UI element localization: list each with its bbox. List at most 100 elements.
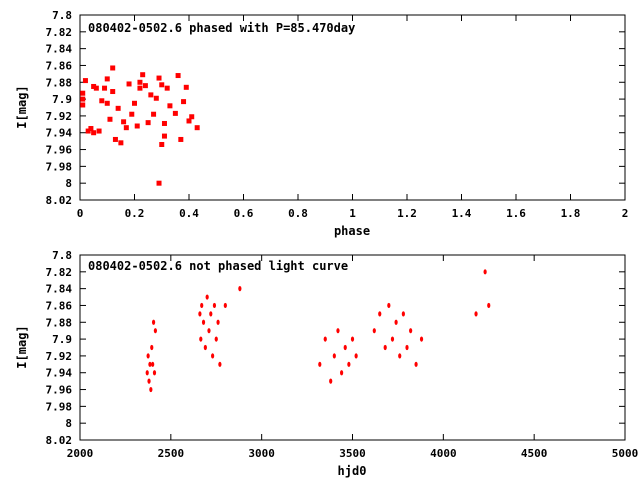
unphased-data-point	[414, 361, 418, 367]
unphased-data-point	[205, 294, 209, 300]
unphased-data-point	[218, 361, 222, 367]
phased-data-points	[80, 65, 200, 186]
unphased-y-tick-label: 7.84	[46, 283, 73, 296]
unphased-data-point	[323, 336, 327, 342]
phased-data-point	[159, 82, 165, 88]
phased-x-axis-label: phase	[334, 224, 370, 238]
unphased-data-point	[200, 302, 204, 309]
phased-data-point	[172, 110, 178, 116]
unphased-data-point	[211, 353, 215, 359]
phased-y-tick-label: 7.86	[46, 59, 73, 72]
phased-data-point	[82, 78, 88, 84]
phased-axis-ticks: 0 0.2 0.4 0.6 0.8 1 1.2 1.4 1.6 1.8 2 7.8 7.82 7.84 7.…	[46, 9, 629, 220]
phased-data-point	[129, 111, 135, 117]
phased-y-tick-label: 7.94	[46, 127, 73, 140]
unphased-light-curve-panel: 2000 2500 3000 3500 4000 4500 5000 7.8 7.82 7.84 7…	[15, 249, 638, 478]
phased-y-tick-label: 7.8	[52, 9, 72, 22]
unphased-data-point	[483, 269, 487, 275]
unphased-data-point	[145, 370, 149, 376]
unphased-data-point	[214, 336, 218, 342]
phased-data-point	[194, 125, 200, 131]
unphased-x-tick-label: 5000	[612, 447, 639, 460]
phased-y-tick-label: 8.02	[46, 194, 73, 207]
phased-data-point	[110, 65, 116, 71]
unphased-data-point	[487, 302, 491, 309]
unphased-data-point	[147, 378, 151, 384]
unphased-x-tick-label: 2500	[158, 447, 185, 460]
unphased-data-point	[474, 311, 478, 317]
phased-data-point	[80, 96, 86, 102]
unphased-axis-ticks: 2000 2500 3000 3500 4000 4500 5000 7.8 7.82 7.84 7…	[46, 249, 639, 460]
unphased-data-point	[387, 302, 391, 309]
unphased-data-point	[148, 361, 152, 367]
unphased-data-point	[150, 344, 154, 351]
phased-data-point	[126, 81, 132, 87]
phased-y-tick-label: 7.92	[46, 110, 73, 123]
phased-data-point	[110, 89, 116, 95]
phased-data-point	[112, 136, 118, 142]
unphased-data-point	[405, 344, 409, 351]
phased-x-tick-label: 1.4	[452, 207, 472, 220]
phased-data-point	[115, 105, 121, 111]
unphased-y-tick-label: 7.94	[46, 367, 73, 380]
unphased-data-point	[336, 328, 340, 334]
unphased-data-point	[409, 328, 413, 334]
phased-x-tick-label: 0.2	[125, 207, 145, 220]
unphased-data-point	[347, 361, 351, 367]
unphased-data-point	[419, 336, 424, 342]
unphased-y-tick-label: 7.9	[52, 333, 72, 346]
unphased-y-tick-label: 7.92	[46, 350, 73, 363]
phased-x-tick-label: 1.8	[561, 207, 581, 220]
phased-data-point	[186, 118, 192, 124]
phased-data-point	[104, 100, 110, 106]
phased-y-tick-label: 7.96	[46, 144, 73, 157]
phased-data-point	[167, 103, 173, 109]
unphased-y-tick-label: 7.8	[52, 249, 72, 262]
unphased-data-point	[398, 353, 402, 359]
phased-x-tick-label: 0	[77, 207, 84, 220]
unphased-data-point	[390, 336, 395, 342]
unphased-data-point	[207, 328, 211, 334]
phased-y-tick-label: 8	[65, 177, 72, 190]
unphased-data-point	[350, 336, 355, 342]
phased-x-tick-label: 1.6	[506, 207, 526, 220]
phased-data-point	[132, 100, 137, 106]
phased-data-point	[189, 114, 195, 120]
phased-data-point	[121, 119, 127, 125]
phased-data-point	[151, 111, 157, 117]
unphased-data-point	[149, 386, 153, 393]
unphased-y-tick-label: 8	[65, 417, 72, 430]
unphased-data-point	[198, 311, 202, 317]
unphased-x-tick-label: 2000	[67, 447, 94, 460]
unphased-x-tick-label: 4500	[521, 447, 548, 460]
unphased-data-point	[238, 286, 242, 292]
unphased-y-tick-label: 8.02	[46, 434, 73, 447]
phased-y-axis-label: I[mag]	[15, 85, 29, 128]
phased-x-tick-label: 1.2	[397, 207, 417, 220]
unphased-x-tick-label: 3500	[339, 447, 366, 460]
phased-data-point	[88, 126, 94, 132]
phased-data-point	[96, 128, 102, 134]
phased-data-point	[91, 130, 97, 136]
phased-data-point	[140, 72, 146, 78]
unphased-data-point	[372, 328, 376, 334]
phased-data-point	[123, 125, 129, 131]
phased-data-point	[148, 92, 154, 98]
phased-data-point	[178, 136, 184, 142]
phased-data-point	[181, 99, 187, 105]
unphased-data-point	[152, 370, 157, 376]
phased-x-tick-label: 0.4	[179, 207, 199, 220]
phased-light-curve-panel: 0 0.2 0.4 0.6 0.8 1 1.2 1.4 1.6 1.8 2 7.8 7.82 7.84 7.…	[15, 9, 628, 238]
phased-chart-title: 080402-0502.6 phased with P=85.470day	[88, 21, 355, 35]
unphased-data-point	[223, 302, 227, 309]
phased-data-point	[159, 142, 165, 147]
unphased-data-point	[201, 319, 206, 325]
phased-data-point	[175, 73, 181, 79]
unphased-y-tick-label: 7.88	[46, 316, 73, 329]
unphased-data-point	[216, 319, 220, 325]
unphased-data-point	[203, 344, 207, 351]
phased-y-tick-label: 7.88	[46, 76, 73, 89]
phased-y-tick-label: 7.9	[52, 93, 72, 106]
unphased-y-tick-label: 7.82	[46, 266, 73, 279]
phased-data-point	[156, 180, 162, 186]
